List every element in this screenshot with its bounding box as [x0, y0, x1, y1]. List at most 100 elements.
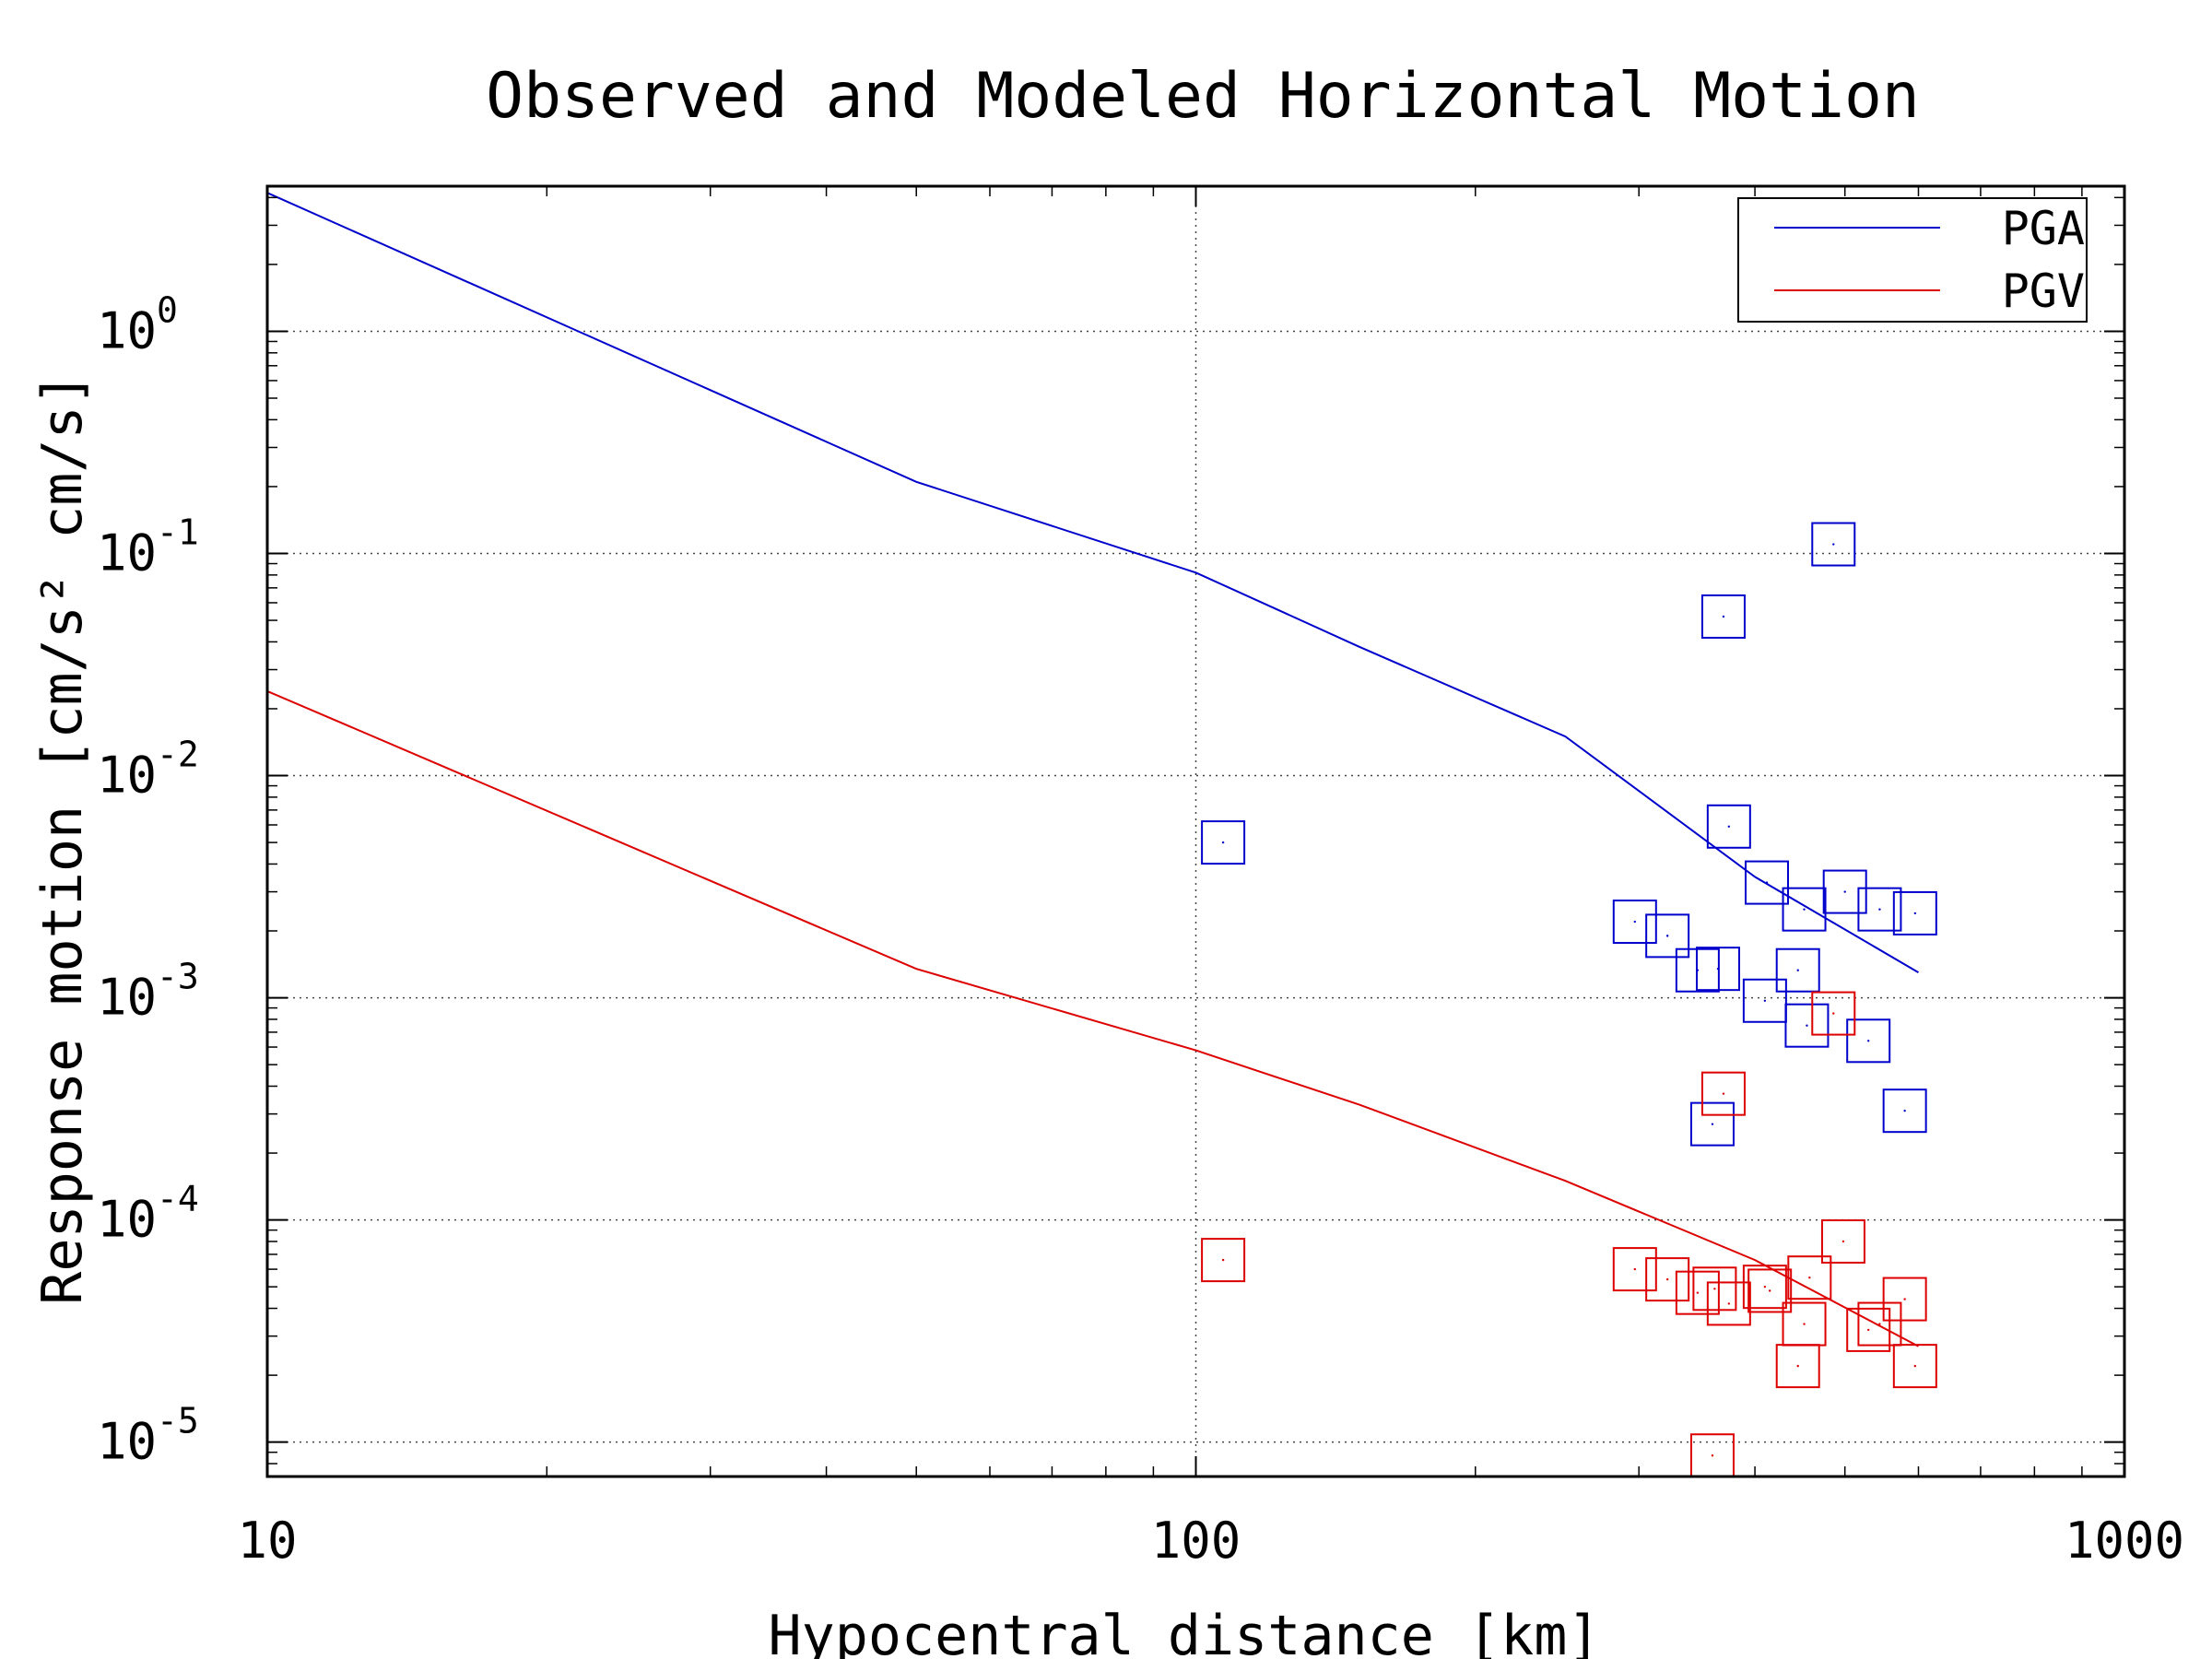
chart-title: Observed and Modeled Horizontal Motion [486, 60, 1920, 133]
data-point-dot [1878, 908, 1881, 911]
data-point-dot [1711, 1454, 1714, 1457]
legend: PGA PGV [1737, 197, 2088, 323]
data-point-dot [1722, 1092, 1725, 1095]
data-point-pga [1775, 947, 1820, 993]
series-line-pga [266, 192, 1920, 973]
series-line-pgv [266, 689, 1919, 1347]
data-point-dot [1913, 912, 1917, 915]
data-point-pgv [1820, 1218, 1865, 1264]
x-tick-labels: 10 100 1000 [237, 1512, 2184, 1570]
x-tick-label: 1000 [2065, 1512, 2184, 1570]
data-point-pga [1696, 947, 1741, 992]
data-point-pgv [1700, 1071, 1746, 1116]
y-tick-label: 10-3 [97, 957, 199, 1027]
data-point-pga [1892, 890, 1937, 935]
data-point-dot [1633, 1267, 1637, 1271]
data-point-dot [1763, 1285, 1767, 1288]
data-point-pgv [1882, 1277, 1927, 1322]
y-tick-label: 10-1 [97, 512, 199, 582]
data-point-pgv [1612, 1247, 1657, 1292]
y-tick-exponent: -1 [157, 512, 199, 552]
data-point-pga [1700, 594, 1746, 639]
data-point-dot [1841, 1240, 1845, 1243]
data-point-pga [1706, 804, 1751, 849]
series-layer [266, 192, 1937, 1478]
data-point-pgv [1775, 1344, 1820, 1389]
y-tick-exponent: -5 [157, 1401, 199, 1441]
data-point-dot [1711, 1123, 1714, 1125]
data-point-dot [1808, 1277, 1811, 1279]
legend-label-pga: PGA [2002, 202, 2085, 255]
y-axis-label: Response motion [cm/s² cm/s] [30, 372, 95, 1304]
y-tick-label: 10-2 [97, 735, 199, 805]
data-point-pgv [1201, 1238, 1246, 1283]
data-point-dot [1903, 1109, 1906, 1112]
data-point-dot [1832, 1012, 1835, 1015]
legend-box [1737, 197, 2088, 323]
data-point-dot [1665, 935, 1669, 937]
data-point-dot [1903, 1298, 1906, 1300]
data-point-dot [1696, 1291, 1700, 1294]
y-tick-exponent: -2 [157, 735, 199, 775]
data-point-pgv [1645, 1257, 1690, 1302]
data-point-pga [1742, 978, 1787, 1023]
grid [267, 186, 2124, 1477]
y-tick-label: 10-5 [97, 1401, 199, 1471]
data-point-dot [1803, 1323, 1806, 1325]
data-point-dot [1913, 1364, 1917, 1368]
data-point-pgv [1846, 1307, 1891, 1352]
y-tick-label: 100 [97, 289, 178, 359]
data-point-dot [1796, 1364, 1799, 1368]
data-point-dot [1765, 881, 1769, 884]
data-point-dot [1716, 967, 1720, 971]
data-point-pga [1846, 1018, 1891, 1064]
data-point-pga [1689, 1101, 1735, 1147]
data-point-pgv [1742, 1265, 1787, 1310]
data-point-pga [1745, 860, 1790, 905]
y-tick-exponent: -4 [157, 1179, 199, 1219]
legend-label-pgv: PGV [2002, 265, 2085, 318]
data-point-dot [1221, 1258, 1225, 1262]
data-point-pga [1612, 900, 1657, 945]
data-point-dot [1832, 543, 1835, 546]
data-point-pgv [1892, 1344, 1937, 1389]
x-axis-label: Hypocentral distance [km] [768, 1604, 1600, 1659]
data-point-dot [1633, 920, 1637, 924]
data-point-dot [1722, 615, 1725, 618]
data-point-pgv [1706, 1281, 1751, 1326]
data-point-dot [1803, 908, 1806, 911]
data-point-pgv [1857, 1301, 1902, 1347]
data-point-pgv [1787, 1255, 1832, 1300]
data-point-pga [1784, 1003, 1830, 1048]
data-point-dot [1768, 1289, 1771, 1292]
data-point-dot [1713, 1288, 1716, 1290]
data-point-pgv [1747, 1268, 1793, 1313]
data-point-pga [1645, 913, 1690, 959]
data-point-pgv [1692, 1266, 1737, 1312]
data-point-dot [1763, 999, 1767, 1002]
x-tick-label: 10 [237, 1512, 297, 1570]
x-tick-label: 100 [1151, 1512, 1241, 1570]
y-tick-exponent: 0 [157, 289, 178, 330]
data-point-pga [1822, 869, 1867, 914]
data-point-dot [1867, 1040, 1870, 1042]
data-point-dot [1867, 1328, 1870, 1332]
data-point-dot [1806, 1024, 1808, 1027]
data-point-dot [1727, 825, 1731, 828]
data-point-pga [1782, 887, 1827, 932]
data-point-dot [1665, 1277, 1669, 1281]
data-point-pga [1811, 522, 1856, 567]
data-point-dot [1843, 890, 1846, 893]
data-point-dot [1727, 1302, 1731, 1305]
data-point-pgv [1675, 1270, 1720, 1315]
y-tick-labels: 100 10-1 10-2 10-3 10-4 10-5 [97, 289, 199, 1470]
y-tick-label: 10-4 [97, 1179, 199, 1249]
data-point-pgv [1811, 991, 1856, 1036]
data-point-pga [1201, 820, 1246, 865]
data-point-dot [1796, 969, 1799, 971]
ticks [266, 186, 2125, 1477]
y-tick-exponent: -3 [157, 957, 199, 997]
data-point-pga [1857, 887, 1902, 932]
data-point-dot [1878, 1323, 1881, 1325]
